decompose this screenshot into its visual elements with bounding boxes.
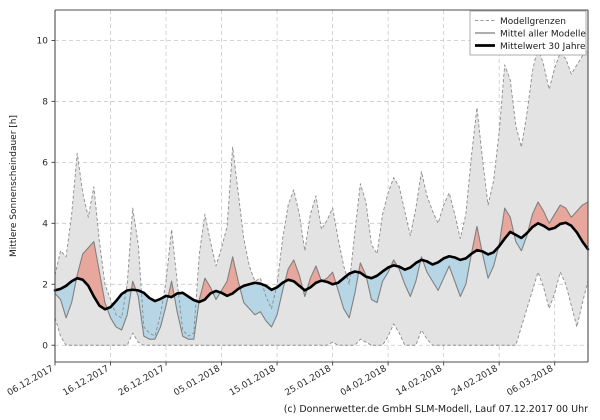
y-axis-ticks: 0 2 4 6 8 10 (37, 37, 55, 351)
y-axis-title: Mittlere Sonnenscheindauer [h] (9, 115, 19, 257)
y-tick-label-2: 4 (42, 220, 48, 230)
y-tick-label-0: 0 (42, 341, 48, 351)
chart-caption: (c) Donnerwetter.de GmbH SLM-Modell, Lau… (284, 404, 588, 415)
y-tick-label-4: 8 (42, 98, 48, 108)
climate-mean-line (53, 221, 590, 311)
plot-series-group (53, 46, 590, 346)
legend-label-mittel-aller-modelle: Mittel aller Modelle (500, 29, 586, 39)
model-upper-bound-line (54, 46, 589, 337)
y-tick-label-3: 6 (42, 159, 48, 169)
y-tick-label-1: 2 (42, 280, 48, 290)
legend-label-mittelwert-30-jahre: Mittelwert 30 Jahre (500, 42, 586, 52)
legend-label-modellgrenzen: Modellgrenzen (500, 17, 566, 27)
model-lower-bound-line (54, 271, 589, 346)
fill-above-climate-mean (76, 202, 588, 310)
chart-legend: Modellgrenzen Mittel aller Modelle Mitte… (469, 10, 587, 56)
y-tick-label-5: 10 (37, 37, 49, 47)
